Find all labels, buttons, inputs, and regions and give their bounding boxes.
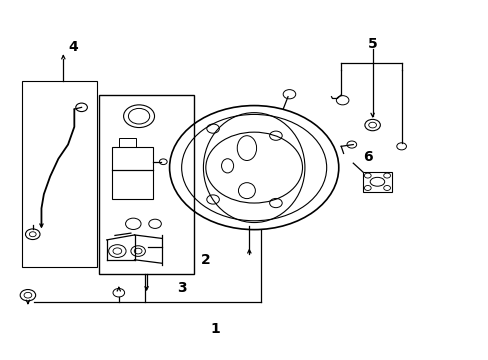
Bar [99,95,193,274]
Bar [22,81,97,267]
Bar [111,147,152,199]
Bar [119,139,136,147]
Text: 1: 1 [210,322,220,336]
Text: 4: 4 [68,40,78,54]
Text: 2: 2 [201,253,210,267]
Text: 5: 5 [367,36,377,50]
Text: 6: 6 [362,150,372,164]
Text: 3: 3 [177,281,186,295]
Bar [362,172,391,192]
